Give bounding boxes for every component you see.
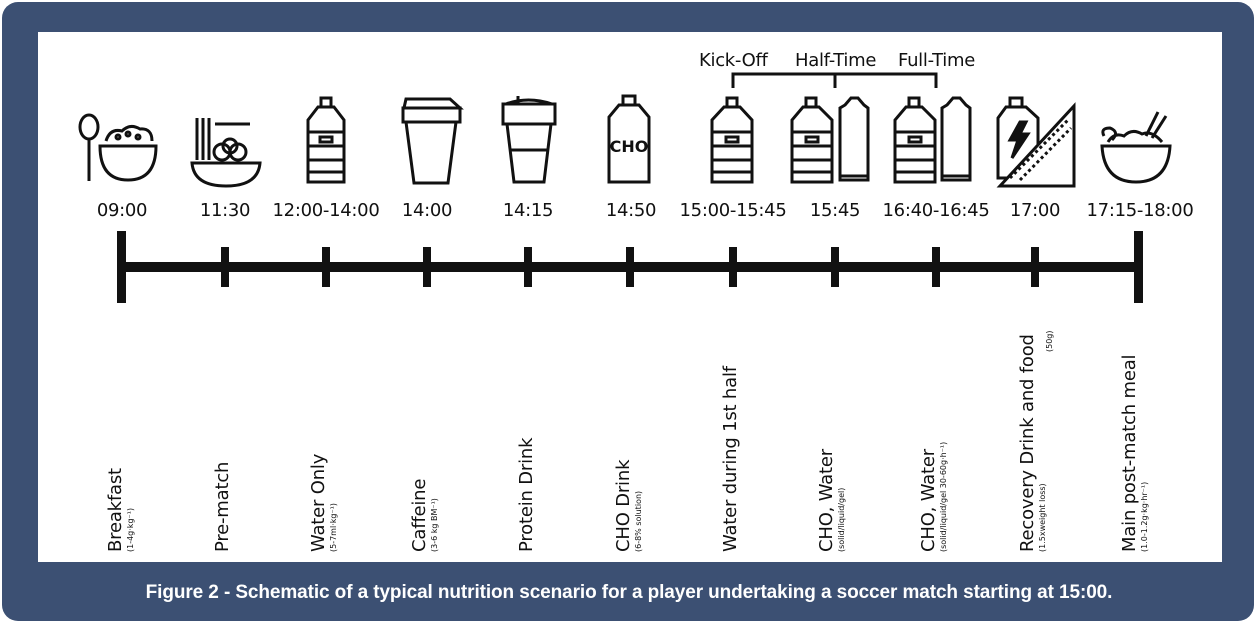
figure-caption: Figure 2 - Schematic of a typical nutrit… (145, 582, 1113, 603)
event-sublabel: (3-6 kg BM⁻¹) (430, 498, 439, 552)
event-label-recovery: Recovery Drink and food (1.5xweight loss… (1017, 334, 1048, 552)
event-time: 12:00-14:00 (272, 200, 380, 221)
event-sublabel: (5-7ml·kg⁻¹) (329, 502, 338, 552)
phase-fulltime: Full-Time (898, 50, 975, 71)
event-label-water-1st-half: Water during 1st half (720, 366, 741, 552)
event-time: 15:00-15:45 (679, 200, 787, 221)
event-time: 09:00 (96, 200, 148, 221)
event-time: 14:15 (502, 200, 554, 221)
tick-start (117, 231, 126, 303)
tick (831, 247, 839, 287)
bottle-and-gel-icon (893, 96, 972, 184)
tick (626, 247, 634, 287)
event-time: 16:40-16:45 (882, 200, 990, 221)
event-label: Pre-match (212, 461, 233, 552)
tick (524, 247, 532, 287)
pasta-bowl-icon (190, 118, 262, 188)
event-sublabel: (6-8% solution) (634, 490, 643, 552)
shaker-icon (501, 96, 557, 184)
event-label-caffeine: Caffeine (3-6 kg BM⁻¹) (409, 478, 440, 552)
cho-bottle-label: CHO (610, 137, 649, 156)
event-time: 17:15-18:00 (1086, 200, 1194, 221)
tick (1031, 247, 1039, 287)
bottle-and-gel-icon (790, 96, 870, 184)
event-label: Water during 1st half (720, 366, 741, 552)
tick (322, 247, 330, 287)
event-time: 14:50 (605, 200, 657, 221)
coffee-cup-icon (401, 97, 464, 185)
event-time: 15:45 (809, 200, 861, 221)
event-label: Main post-match meal (1119, 354, 1140, 552)
water-bottle-icon (306, 96, 346, 184)
phase-halftime: Half-Time (795, 50, 877, 71)
event-label-post-match: Main post-match meal (1.0-1.2g·kg·hr⁻¹) (1119, 354, 1150, 552)
event-sublabel: (solid/liquid/gel) (837, 487, 846, 552)
tick (932, 247, 940, 287)
match-phase-bracket (731, 72, 938, 88)
event-label-cho-water-ft: CHO, Water (solid/liquid/gel 30-60g·h⁻¹) (918, 441, 949, 552)
sports-drink-sandwich-icon (996, 96, 1076, 188)
tick (423, 247, 431, 287)
diagram-panel (38, 32, 1222, 562)
event-label: CHO, Water (816, 449, 837, 552)
event-sublabel: (1-4g·kg⁻¹) (126, 507, 135, 552)
event-label: Caffeine (409, 478, 430, 552)
event-time: 17:00 (1009, 200, 1061, 221)
event-time: 14:00 (401, 200, 453, 221)
tick (221, 247, 229, 287)
tick-end (1134, 231, 1143, 303)
event-sublabel: (1.5xweight loss) (1038, 483, 1047, 552)
event-label-water-only: Water Only (5-7ml·kg⁻¹) (308, 453, 339, 552)
porridge-bowl-icon (78, 113, 158, 182)
tick (729, 247, 737, 287)
water-bottle-icon (710, 96, 754, 184)
noodle-bowl-icon (1100, 111, 1172, 184)
event-sublabel: (1.0-1.2g·kg·hr⁻¹) (1140, 481, 1149, 552)
event-label: Breakfast (105, 468, 126, 552)
cho-bottle-icon: CHO (607, 94, 651, 184)
event-label: Protein Drink (516, 437, 537, 552)
event-label: CHO Drink (613, 459, 634, 552)
event-label: Water Only (308, 453, 329, 552)
event-label-cho-water-ht: CHO, Water (solid/liquid/gel) (816, 449, 847, 552)
phase-kickoff: Kick-Off (699, 50, 768, 71)
event-label-protein: Protein Drink (516, 437, 537, 552)
event-sublabel-secondary: (50g) (1045, 330, 1054, 353)
event-label-breakfast: Breakfast (1-4g·kg⁻¹) (105, 468, 136, 552)
event-label-cho-drink: CHO Drink (6-8% solution) (613, 459, 644, 552)
event-sublabel: (solid/liquid/gel 30-60g·h⁻¹) (939, 441, 948, 552)
event-time: 11:30 (199, 200, 251, 221)
event-label: Recovery Drink and food (1017, 334, 1038, 552)
event-label: CHO, Water (918, 449, 939, 552)
event-label-prematch: Pre-match (212, 461, 233, 552)
